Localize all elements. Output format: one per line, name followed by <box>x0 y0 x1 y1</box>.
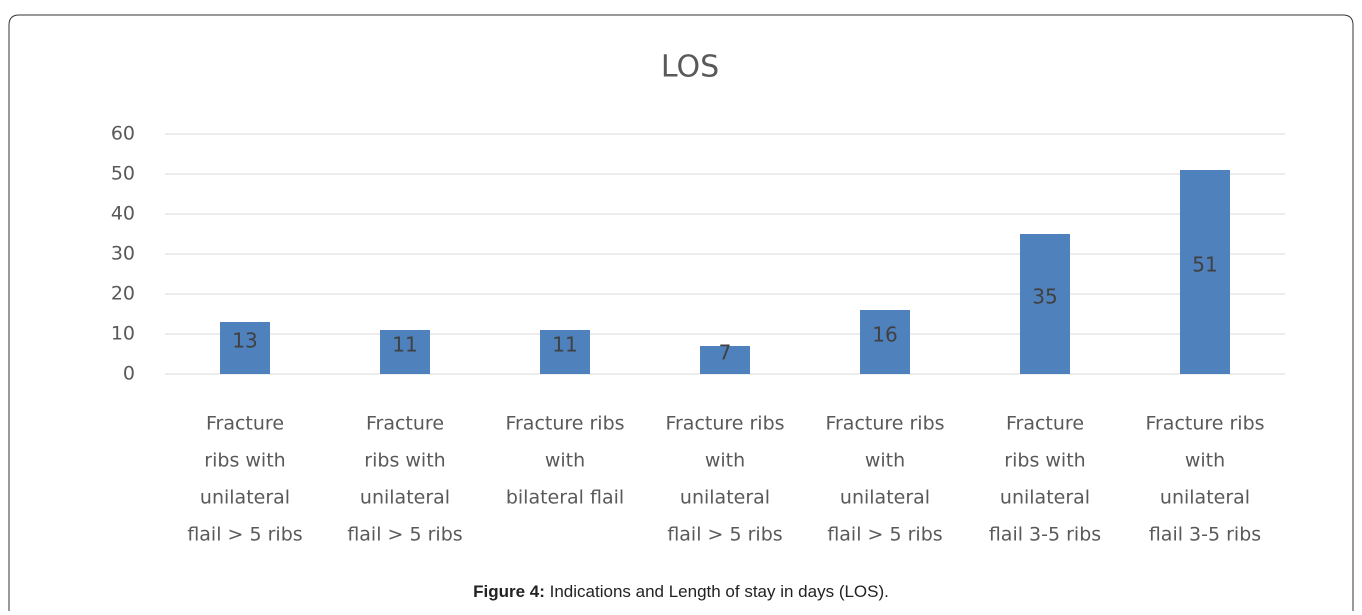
x-tick-label: with <box>1185 450 1225 472</box>
value-label: 35 <box>1032 285 1057 309</box>
value-label: 13 <box>232 329 257 353</box>
x-tick-label: Fracture <box>206 413 284 435</box>
chart-title: LOS <box>661 50 719 85</box>
bar <box>1180 170 1230 374</box>
x-tick-label: Fracture ribs <box>505 413 624 435</box>
x-tick-label: flail 3-5 ribs <box>989 524 1101 546</box>
x-tick-label: flail > 5 ribs <box>187 524 302 546</box>
x-tick-label: flail 3-5 ribs <box>1149 524 1261 546</box>
y-tick-label: 30 <box>111 243 135 265</box>
x-tick-label: Fracture <box>1006 413 1084 435</box>
bar <box>860 310 910 374</box>
value-label: 51 <box>1192 253 1217 277</box>
x-tick-label: bilateral flail <box>506 487 624 509</box>
y-tick-label: 40 <box>111 203 135 225</box>
x-tick-label: with <box>705 450 745 472</box>
bar <box>1020 234 1070 374</box>
caption-label: Figure 4: <box>473 582 545 601</box>
x-tick-label: Fracture ribs <box>825 413 944 435</box>
bar <box>380 330 430 374</box>
x-tick-label: unilateral <box>1000 487 1090 509</box>
bar <box>700 346 750 374</box>
value-label: 11 <box>552 333 577 357</box>
caption: Figure 4: Indications and Length of stay… <box>473 582 889 601</box>
x-tick-label: Fracture <box>366 413 444 435</box>
bar <box>220 322 270 374</box>
x-tick-label: unilateral <box>200 487 290 509</box>
bar <box>540 330 590 374</box>
x-tick-label: flail > 5 ribs <box>827 524 942 546</box>
x-tick-label: with <box>545 450 585 472</box>
x-tick-label: Fracture ribs <box>1145 413 1264 435</box>
x-tick-label: ribs with <box>364 450 445 472</box>
x-tick-label: unilateral <box>360 487 450 509</box>
x-tick-label: flail > 5 ribs <box>347 524 462 546</box>
y-tick-label: 0 <box>123 363 135 385</box>
value-label: 16 <box>872 323 897 347</box>
x-tick-label: unilateral <box>680 487 770 509</box>
caption-text: Indications and Length of stay in days (… <box>550 582 889 601</box>
x-tick-label: ribs with <box>204 450 285 472</box>
x-tick-label: unilateral <box>840 487 930 509</box>
x-tick-label: ribs with <box>1004 450 1085 472</box>
y-tick-label: 10 <box>111 323 135 345</box>
x-tick-label: unilateral <box>1160 487 1250 509</box>
frame <box>8 14 1354 611</box>
value-label: 7 <box>719 341 732 365</box>
x-tick-label: with <box>865 450 905 472</box>
y-tick-label: 50 <box>111 163 135 185</box>
y-tick-label: 20 <box>111 283 135 305</box>
value-label: 11 <box>392 333 417 357</box>
x-tick-label: Fracture ribs <box>665 413 784 435</box>
x-tick-label: flail > 5 ribs <box>667 524 782 546</box>
y-tick-label: 60 <box>111 123 135 145</box>
